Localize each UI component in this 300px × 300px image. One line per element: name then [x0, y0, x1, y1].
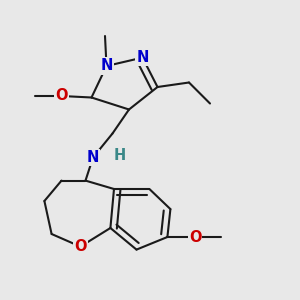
Text: N: N [100, 58, 113, 74]
Text: O: O [189, 230, 201, 244]
Text: O: O [74, 239, 87, 254]
Text: N: N [87, 150, 99, 165]
Text: N: N [136, 50, 149, 65]
Text: O: O [55, 88, 68, 104]
Text: H: H [113, 148, 126, 164]
